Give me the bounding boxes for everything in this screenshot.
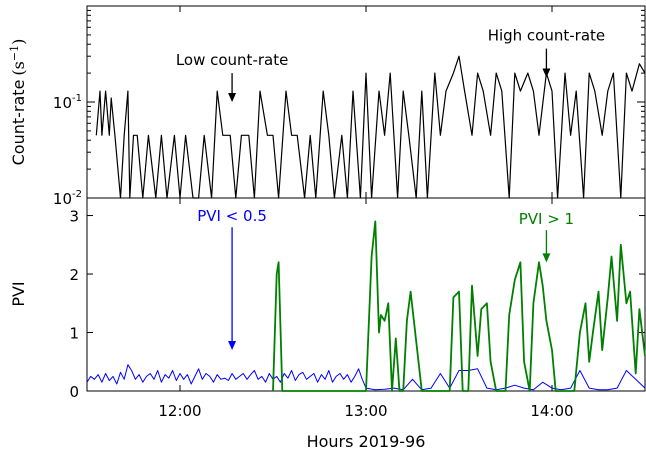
bottom-y-tick-label: 2 [69, 266, 79, 284]
top-annotations: Low count-rate High count-rate [176, 27, 605, 102]
count-rate-line [95, 55, 646, 199]
bottom-panel: 0 1 2 3 12:00 13:00 14:00 PVI < 0.5 PVI > 1 PV… [9, 197, 646, 451]
bottom-y-tick-label: 0 [69, 383, 79, 401]
top-series [95, 55, 646, 199]
bottom-y-axis-label: PVI [9, 281, 28, 306]
count-rate-annotation-arrow-head [228, 93, 237, 102]
pvi-high-line [272, 220, 646, 392]
top-panel: 10-1 10-2 Low count-rate High count-rate C… [8, 5, 646, 208]
x-axis-label: Hours 2019-96 [307, 432, 426, 451]
bottom-x-tick-label: 13:00 [344, 402, 387, 420]
bottom-y-tick-label: 3 [69, 208, 79, 226]
count-rate-annotation-label: Low count-rate [176, 51, 289, 69]
bottom-x-tick-label: 12:00 [158, 402, 201, 420]
pvi-annotation-label: PVI > 1 [519, 210, 574, 228]
count-rate-annotation-label: High count-rate [488, 27, 605, 45]
bottom-series [86, 220, 646, 392]
count-rate-annotation-arrow-head [542, 68, 551, 78]
top-y-ticks: 10-1 10-2 [53, 9, 645, 208]
top-y-axis-label: Count-rate(s−1) [8, 39, 28, 166]
top-y-tick-label: 10-1 [53, 93, 82, 112]
pvi-annotation-label: PVI < 0.5 [197, 207, 267, 225]
bottom-x-ticks: 12:00 13:00 14:00 [158, 198, 574, 420]
pvi-annotation-arrow-head [542, 253, 551, 263]
bottom-x-tick-label: 14:00 [530, 402, 573, 420]
bottom-y-ticks: 0 1 2 3 [69, 208, 645, 401]
top-y-tick-label: 10-2 [53, 189, 82, 208]
pvi-annotation-arrow-head [228, 341, 237, 351]
bottom-annotations: PVI < 0.5 PVI > 1 [197, 207, 574, 351]
bottom-y-tick-label: 1 [69, 325, 79, 343]
